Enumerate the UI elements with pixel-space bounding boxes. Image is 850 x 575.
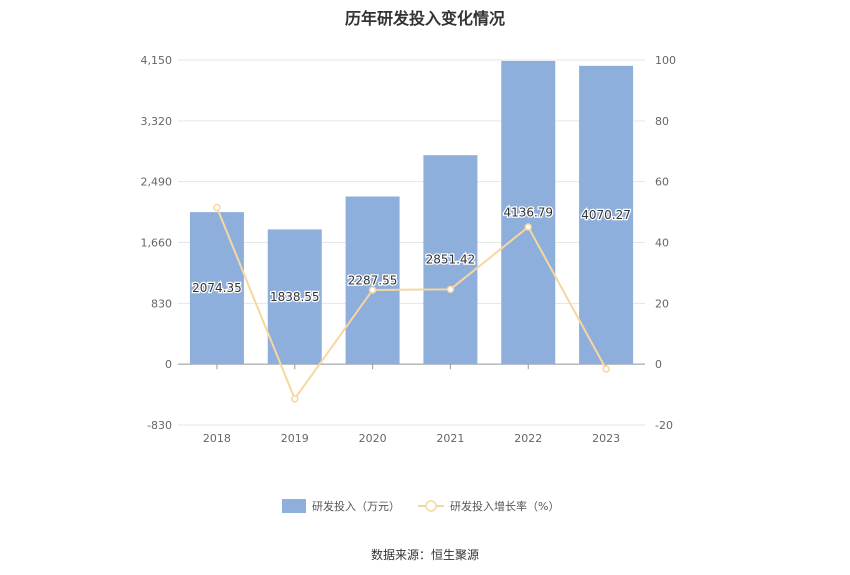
legend-label-line: 研发投入增长率（%） bbox=[450, 499, 559, 513]
bar bbox=[501, 60, 556, 365]
x-tick-label: 2020 bbox=[359, 432, 387, 445]
growth-rate-point bbox=[602, 365, 610, 373]
y-left-tick-label: 1,660 bbox=[141, 237, 173, 250]
chart-title: 历年研发投入变化情况 bbox=[344, 9, 505, 28]
bar-value-label: 2287.55 bbox=[348, 273, 398, 287]
y-left-tick-label: 2,490 bbox=[141, 176, 173, 189]
growth-rate-point bbox=[213, 203, 221, 212]
bar-value-label: 1838.55 bbox=[270, 290, 320, 304]
y-left-tick-label: 4,150 bbox=[141, 54, 173, 67]
legend-swatch-bar bbox=[282, 499, 306, 513]
x-tick-label: 2022 bbox=[514, 432, 542, 445]
data-source: 数据来源：恒生聚源 bbox=[370, 548, 479, 562]
bar bbox=[189, 212, 244, 365]
y-right-tick-label: -20 bbox=[655, 419, 673, 432]
growth-rate-point bbox=[446, 285, 455, 294]
y-right-tick-label: 20 bbox=[655, 297, 669, 310]
y-left-tick-label: 0 bbox=[165, 358, 172, 371]
bar-value-label: 2851.42 bbox=[426, 253, 476, 267]
x-tick-label: 2021 bbox=[436, 432, 464, 445]
x-tick-label: 2023 bbox=[592, 432, 620, 445]
bar bbox=[423, 155, 478, 365]
bar-value-label: 4070.27 bbox=[581, 208, 631, 222]
y-right-tick-label: 100 bbox=[655, 54, 676, 67]
y-right-tick-label: 80 bbox=[655, 115, 669, 128]
growth-rate-line bbox=[215, 207, 607, 401]
x-tick-label: 2018 bbox=[203, 432, 231, 445]
bar bbox=[267, 229, 322, 365]
y-left-tick-label: 3,320 bbox=[141, 115, 173, 128]
bar-value-label: 4136.79 bbox=[503, 206, 553, 220]
bar-value-label: 2074.35 bbox=[192, 281, 242, 295]
growth-rate-point bbox=[291, 395, 299, 403]
legend-swatch-marker bbox=[425, 500, 437, 512]
y-left-tick-label: -830 bbox=[147, 419, 172, 432]
bar bbox=[579, 65, 634, 365]
y-right-tick-label: 60 bbox=[655, 176, 669, 189]
growth-rate-point bbox=[524, 223, 532, 231]
y-right-tick-label: 40 bbox=[655, 237, 669, 250]
x-tick-label: 2019 bbox=[281, 432, 309, 445]
y-left-tick-label: 830 bbox=[151, 297, 172, 310]
growth-rate-point bbox=[368, 286, 377, 294]
legend-label-bar: 研发投入（万元） bbox=[312, 499, 400, 513]
bar bbox=[345, 196, 400, 365]
y-right-tick-label: 0 bbox=[655, 358, 662, 371]
